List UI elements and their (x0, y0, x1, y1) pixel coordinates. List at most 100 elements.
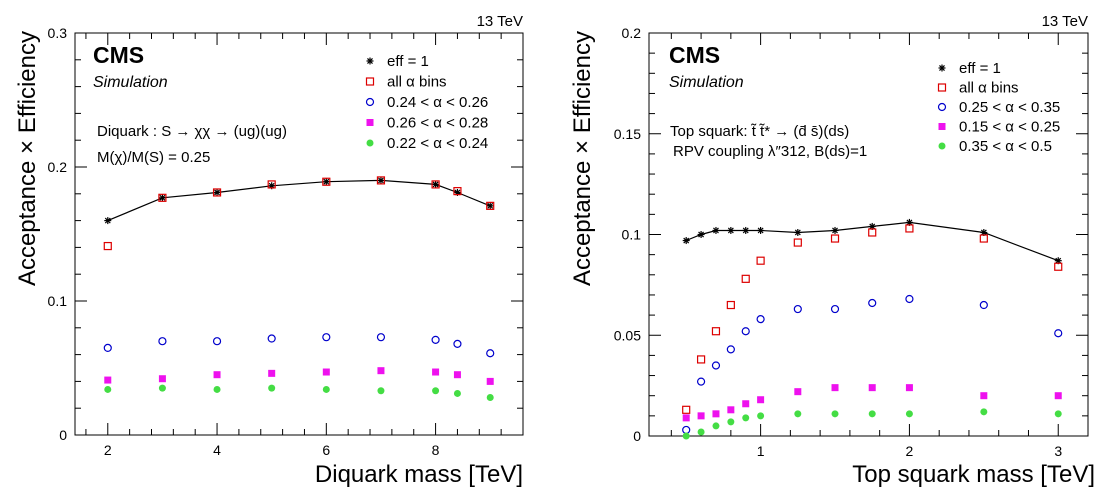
y-tick-label: 0.1 (48, 293, 68, 309)
data-point (711, 361, 721, 370)
data-point (727, 406, 735, 414)
data-point (742, 226, 750, 234)
data-point (322, 333, 331, 342)
data-point (794, 388, 802, 396)
legend-entry: 0.25 < α < 0.35 (959, 99, 1060, 116)
y-tick-label: 0.05 (614, 327, 641, 343)
simulation-label: Simulation (669, 74, 744, 91)
data-point (158, 375, 166, 383)
x-axis-label: Top squark mass [TeV] (852, 461, 1095, 488)
data-point (741, 274, 750, 283)
data-point (431, 180, 440, 189)
legend-marker (366, 57, 374, 65)
data-point (727, 418, 735, 426)
data-point (213, 188, 221, 196)
data-point (486, 201, 495, 210)
data-point (268, 369, 276, 377)
data-point (830, 234, 840, 243)
legend-entry: 0.26 < α < 0.28 (387, 115, 488, 132)
x-axis-label: Diquark mass [TeV] (315, 461, 523, 488)
data-point (104, 217, 112, 225)
x-tick-label: 2 (906, 443, 914, 459)
data-point (980, 392, 988, 400)
data-point (757, 396, 765, 404)
data-point (104, 385, 112, 393)
legend: eff = 1 all α bins 0.24 < α < 0.26 0.26 < α… (365, 53, 488, 152)
data-point (453, 389, 461, 397)
data-point (103, 241, 112, 251)
data-point (793, 238, 802, 247)
legend-marker (365, 77, 375, 86)
data-point (742, 414, 750, 422)
cms-label: CMS (669, 42, 720, 68)
data-point (1054, 392, 1062, 400)
data-point (756, 315, 765, 324)
plot-frame (74, 32, 524, 436)
data-point (486, 377, 494, 385)
cms-label: CMS (93, 42, 144, 68)
data-point (979, 300, 988, 310)
data-point (697, 428, 705, 436)
data-point (696, 355, 706, 364)
data-point (432, 180, 440, 188)
data-point (712, 422, 720, 430)
data-point (158, 193, 167, 202)
y-axis-label: Acceptance × Efficiency (569, 31, 596, 286)
data-point (377, 176, 385, 184)
data-point (1054, 257, 1062, 265)
y-tick-label: 0.2 (48, 159, 68, 175)
legend-entry: all α bins (387, 74, 447, 91)
series-0 (682, 218, 1062, 265)
data-point (697, 231, 705, 238)
data-point (322, 368, 330, 376)
x-tick-label: 8 (432, 442, 440, 458)
data-point (905, 410, 913, 418)
legend-marker (938, 64, 946, 72)
legend-entry: eff = 1 (959, 60, 1001, 77)
data-point (267, 334, 276, 343)
data-point (712, 226, 720, 234)
annotation-mass-ratio: M(χ)/M(S) = 0.25 (97, 149, 210, 166)
data-point (905, 224, 914, 233)
series-1 (103, 176, 495, 251)
legend-marker (937, 102, 947, 112)
data-point (104, 376, 112, 384)
data-point (212, 188, 222, 197)
data-point (682, 425, 691, 435)
data-point (158, 194, 166, 202)
data-point (158, 337, 167, 346)
series-3 (104, 367, 494, 385)
data-point (486, 349, 495, 358)
data-point (377, 367, 385, 375)
data-point (267, 180, 276, 189)
y-tick-label: 0 (633, 428, 641, 444)
legend-marker (938, 123, 946, 130)
data-point (830, 304, 840, 314)
x-tick-label: 1 (757, 443, 765, 459)
data-point (905, 294, 914, 304)
data-point (268, 384, 276, 392)
series-4 (104, 384, 494, 401)
data-point (682, 414, 690, 422)
data-point (831, 226, 839, 234)
y-tick-label: 0.1 (622, 227, 642, 243)
data-point (1054, 262, 1063, 271)
x-tick-label: 6 (322, 442, 330, 458)
simulation-label: Simulation (93, 74, 168, 91)
data-point (158, 384, 166, 392)
data-point (453, 187, 462, 196)
data-point (486, 393, 494, 401)
data-point (868, 298, 877, 308)
data-point (322, 177, 331, 186)
data-point (757, 226, 765, 234)
data-point (432, 368, 440, 376)
y-tick-label: 0.2 (622, 25, 642, 41)
legend-marker (938, 142, 946, 150)
y-tick-label: 0.15 (614, 126, 641, 142)
data-point (727, 226, 735, 234)
data-point (794, 410, 802, 418)
legend-entry: eff = 1 (387, 53, 429, 70)
series-2 (682, 294, 1063, 435)
series-2 (103, 333, 495, 358)
